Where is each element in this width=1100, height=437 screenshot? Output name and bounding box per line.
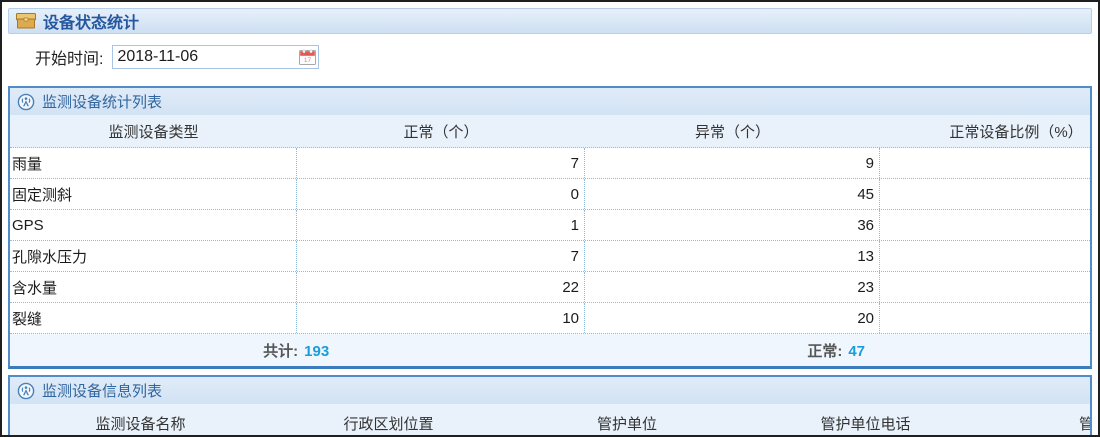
column-header-maintenance-unit: 管护单位 xyxy=(596,415,657,433)
cell-ratio xyxy=(880,241,1090,271)
cell-device-type: 含水量 xyxy=(10,272,297,302)
column-header-abnormal: 异常（个） xyxy=(694,123,770,141)
cell-device-type: 孔隙水压力 xyxy=(10,241,297,271)
cell-ratio xyxy=(880,210,1090,240)
broadcast-icon xyxy=(17,382,35,399)
broadcast-icon xyxy=(17,93,35,110)
start-date-field[interactable]: 17 xyxy=(112,45,320,69)
cell-abnormal-count: 13 xyxy=(585,241,880,271)
info-table-header-row: 监测设备名称 行政区划位置 管护单位 管护单位电话 管护人 xyxy=(10,404,1090,435)
info-panel-title: 监测设备信息列表 xyxy=(42,383,163,400)
stats-panel-title: 监测设备统计列表 xyxy=(42,94,163,111)
table-row: 雨量 7 9 xyxy=(10,148,1090,179)
cell-device-type: 固定测斜 xyxy=(10,179,297,209)
page-title: 设备状态统计 xyxy=(43,15,140,32)
summary-total-value: 193 xyxy=(304,342,330,360)
table-row: GPS 1 36 xyxy=(10,210,1090,241)
start-date-input[interactable] xyxy=(117,48,288,66)
cell-abnormal-count: 20 xyxy=(585,303,880,333)
summary-total-label: 共计: xyxy=(263,342,299,360)
table-row: 孔隙水压力 7 13 xyxy=(10,241,1090,272)
table-row: 裂缝 10 20 xyxy=(10,303,1090,334)
info-panel: 监测设备信息列表 监测设备名称 行政区划位置 管护单位 管护单位电话 管护人 xyxy=(8,375,1092,435)
column-header-device-type: 监测设备类型 xyxy=(108,123,199,141)
info-panel-header: 监测设备信息列表 xyxy=(10,377,1090,404)
cell-abnormal-count: 36 xyxy=(585,210,880,240)
cell-normal-count: 0 xyxy=(297,179,585,209)
filter-row: 开始时间: 17 xyxy=(8,34,1092,80)
start-time-label: 开始时间: xyxy=(35,51,104,68)
cell-normal-count: 1 xyxy=(297,210,585,240)
stats-panel: 监测设备统计列表 监测设备类型 正常（个） 异常（个） 正常设备比例（%） 雨量… xyxy=(8,86,1092,369)
table-row: 固定测斜 0 45 xyxy=(10,179,1090,210)
cell-device-type: GPS xyxy=(10,210,297,240)
cell-ratio xyxy=(880,179,1090,209)
box-icon xyxy=(16,13,36,29)
column-header-normal: 正常（个） xyxy=(403,123,479,141)
cell-device-type: 裂缝 xyxy=(10,303,297,333)
info-table: 监测设备名称 行政区划位置 管护单位 管护单位电话 管护人 xyxy=(10,404,1090,435)
cell-ratio xyxy=(880,303,1090,333)
cell-normal-count: 7 xyxy=(297,148,585,178)
stats-table-header-row: 监测设备类型 正常（个） 异常（个） 正常设备比例（%） xyxy=(10,115,1090,148)
summary-normal-value: 47 xyxy=(848,342,866,360)
window-title-bar: 设备状态统计 xyxy=(8,8,1092,34)
column-header-device-name: 监测设备名称 xyxy=(95,415,186,433)
cell-ratio xyxy=(880,148,1090,178)
summary-normal: 正常: 47 xyxy=(582,340,1090,361)
summary-row: 共计: 193 正常: 47 xyxy=(10,334,1090,366)
stats-panel-header: 监测设备统计列表 xyxy=(10,88,1090,115)
table-row: 含水量 22 23 xyxy=(10,272,1090,303)
svg-text:17: 17 xyxy=(304,57,312,64)
cell-abnormal-count: 45 xyxy=(585,179,880,209)
calendar-icon[interactable]: 17 xyxy=(298,49,316,66)
cell-normal-count: 10 xyxy=(297,303,585,333)
column-header-normal-ratio: 正常设备比例（%） xyxy=(949,123,1083,141)
column-header-maintenance-phone: 管护单位电话 xyxy=(820,415,911,433)
summary-total: 共计: 193 xyxy=(10,340,582,361)
column-header-maintenance-person: 管护人 xyxy=(983,413,1090,434)
cell-normal-count: 22 xyxy=(297,272,585,302)
column-header-admin-region: 行政区划位置 xyxy=(343,415,434,433)
cell-abnormal-count: 9 xyxy=(585,148,880,178)
stats-table: 监测设备类型 正常（个） 异常（个） 正常设备比例（%） 雨量 7 9 固定测斜… xyxy=(10,115,1090,334)
cell-device-type: 雨量 xyxy=(10,148,297,178)
cell-normal-count: 7 xyxy=(297,241,585,271)
summary-normal-label: 正常: xyxy=(807,342,843,360)
cell-abnormal-count: 23 xyxy=(585,272,880,302)
cell-ratio xyxy=(880,272,1090,302)
